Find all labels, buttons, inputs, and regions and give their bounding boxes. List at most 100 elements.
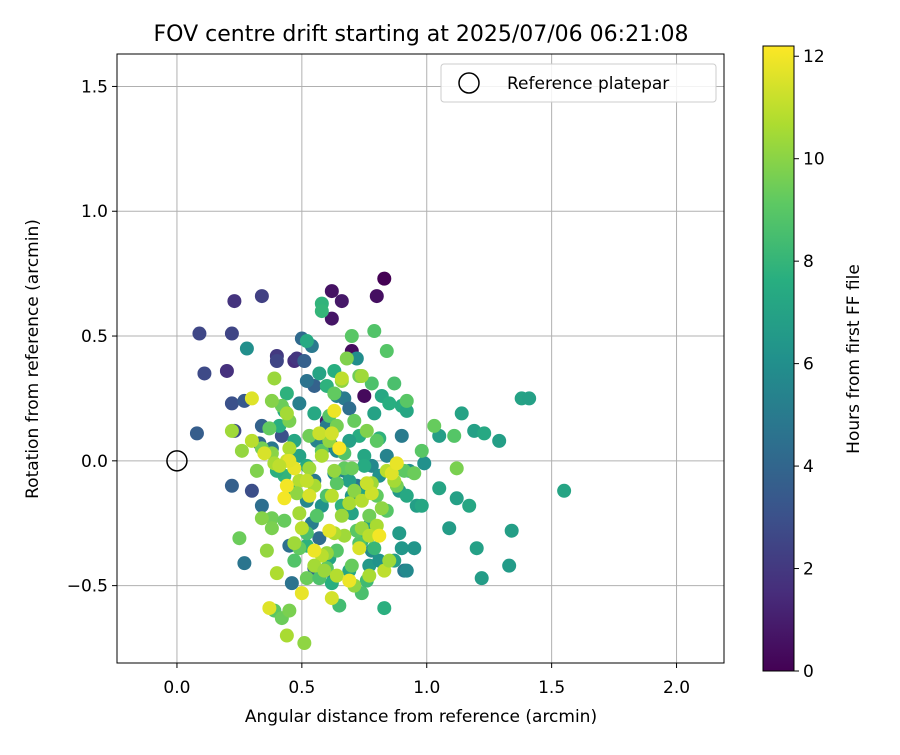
y-tick-label: 1.0 — [81, 202, 108, 222]
data-point — [344, 461, 359, 476]
data-point — [522, 391, 537, 406]
data-point — [329, 476, 344, 491]
data-point — [377, 601, 392, 616]
data-point — [382, 396, 397, 411]
data-point — [312, 366, 327, 381]
data-point — [502, 558, 517, 573]
data-point — [324, 311, 339, 326]
data-point — [449, 461, 464, 476]
data-point — [317, 563, 332, 578]
plot-frame — [116, 53, 725, 664]
data-point — [379, 448, 394, 463]
data-point — [349, 351, 364, 366]
y-tick-label: 0.5 — [81, 327, 108, 347]
data-point — [372, 528, 387, 543]
data-point — [299, 473, 314, 488]
chart-title: FOV centre drift starting at 2025/07/06 … — [154, 22, 689, 47]
data-point — [342, 573, 357, 588]
x-tick-label: 0.0 — [163, 678, 190, 698]
data-point — [299, 334, 314, 349]
data-point — [334, 371, 349, 386]
data-point — [299, 571, 314, 586]
x-tick-label: 2.0 — [663, 678, 690, 698]
x-tick-label: 1.0 — [413, 678, 440, 698]
data-point — [359, 476, 374, 491]
data-point — [244, 483, 259, 498]
data-points — [189, 271, 572, 651]
data-point — [414, 443, 429, 458]
data-point — [399, 393, 414, 408]
data-point — [504, 523, 519, 538]
data-point — [399, 563, 414, 578]
data-point — [312, 531, 327, 546]
x-axis-label: Angular distance from reference (arcmin) — [245, 707, 597, 727]
data-point — [324, 591, 339, 606]
data-point — [277, 513, 292, 528]
data-point — [347, 483, 362, 498]
data-point — [387, 376, 402, 391]
data-point — [327, 463, 342, 478]
data-point — [462, 498, 477, 513]
data-point — [364, 376, 379, 391]
data-point — [339, 351, 354, 366]
data-point — [244, 433, 259, 448]
data-point — [249, 463, 264, 478]
data-point — [369, 289, 384, 304]
data-point — [359, 423, 374, 438]
data-point — [189, 426, 204, 441]
data-point — [322, 523, 337, 538]
x-axis-ticks: 0.0 0.5 1.0 1.5 2.0 — [163, 663, 690, 698]
data-point — [362, 528, 377, 543]
colorbar-label: Hours from first FF file — [844, 264, 864, 454]
data-point — [272, 458, 287, 473]
colorbar-tick-label: 8 — [803, 252, 814, 272]
data-point — [269, 353, 284, 368]
data-point — [254, 511, 269, 526]
data-point — [287, 553, 302, 568]
data-point — [309, 508, 324, 523]
colorbar-tick-label: 0 — [803, 662, 814, 682]
data-point — [352, 541, 367, 556]
data-point — [389, 456, 404, 471]
data-point — [234, 443, 249, 458]
data-point — [474, 571, 489, 586]
data-point — [324, 426, 339, 441]
data-point — [239, 341, 254, 356]
data-point — [469, 541, 484, 556]
data-point — [557, 483, 572, 498]
data-point — [224, 423, 239, 438]
data-point — [264, 393, 279, 408]
data-point — [399, 488, 414, 503]
data-point — [399, 403, 414, 418]
data-point — [392, 526, 407, 541]
data-point — [257, 446, 272, 461]
data-point — [307, 406, 322, 421]
data-point — [197, 366, 212, 381]
data-point — [259, 543, 274, 558]
data-point — [324, 284, 339, 299]
data-point — [279, 628, 294, 643]
data-point — [264, 521, 279, 536]
data-point — [279, 478, 294, 493]
data-point — [284, 576, 299, 591]
data-point — [477, 426, 492, 441]
data-point — [254, 498, 269, 513]
data-point — [394, 428, 409, 443]
data-point — [244, 391, 259, 406]
data-point — [269, 566, 284, 581]
data-point — [224, 326, 239, 341]
data-point — [294, 521, 309, 536]
reference-point-marker — [166, 450, 188, 472]
legend-reference-marker — [458, 72, 480, 94]
colorbar-tick-label: 10 — [803, 150, 825, 170]
data-point — [394, 541, 409, 556]
data-point — [227, 294, 242, 309]
data-point — [224, 396, 239, 411]
y-tick-label: 0.0 — [81, 452, 108, 472]
data-point — [192, 326, 207, 341]
data-point — [324, 488, 339, 503]
data-point — [367, 406, 382, 421]
data-point — [282, 441, 297, 456]
data-point — [369, 433, 384, 448]
